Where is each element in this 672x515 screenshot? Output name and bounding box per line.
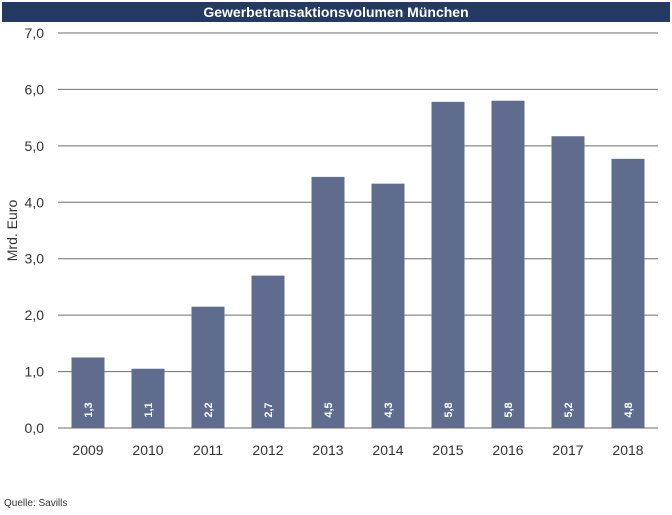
data-label: 4,5 bbox=[323, 402, 335, 417]
data-label: 5,8 bbox=[503, 402, 515, 417]
x-tick-label: 2018 bbox=[612, 442, 643, 458]
x-tick-label: 2013 bbox=[312, 442, 343, 458]
x-tick-label: 2015 bbox=[432, 442, 463, 458]
bar-2011 bbox=[191, 306, 225, 428]
bar-2018 bbox=[611, 158, 645, 429]
data-label: 1,1 bbox=[143, 402, 155, 417]
y-tick-label: 1,0 bbox=[25, 364, 45, 380]
y-tick-label: 6,0 bbox=[25, 81, 45, 97]
x-tick-label: 2010 bbox=[132, 442, 163, 458]
y-tick-label: 5,0 bbox=[25, 138, 45, 154]
x-tick-label: 2014 bbox=[372, 442, 403, 458]
data-label: 1,3 bbox=[83, 402, 95, 417]
y-tick-label: 7,0 bbox=[25, 25, 45, 41]
bar-2009 bbox=[71, 357, 105, 428]
bar-2016 bbox=[491, 100, 525, 428]
chart-title: Gewerbetransaktionsvolumen München bbox=[2, 2, 670, 22]
bar-2010 bbox=[131, 368, 165, 428]
y-tick-label: 2,0 bbox=[25, 307, 45, 323]
x-tick-label: 2016 bbox=[492, 442, 523, 458]
x-tick-label: 2011 bbox=[193, 442, 223, 458]
bar-2017 bbox=[551, 136, 585, 428]
y-axis-label: Mrd. Euro bbox=[4, 200, 20, 262]
data-label: 2,2 bbox=[203, 402, 215, 417]
source-note: Quelle: Savills bbox=[4, 498, 68, 509]
data-label: 4,3 bbox=[383, 402, 395, 417]
data-label: 2,7 bbox=[263, 402, 275, 417]
bar-2015 bbox=[431, 101, 465, 428]
bar-2013 bbox=[311, 176, 345, 428]
y-tick-label: 4,0 bbox=[25, 194, 45, 210]
y-tick-label: 0,0 bbox=[25, 420, 45, 436]
data-label: 5,2 bbox=[563, 402, 575, 417]
y-tick-label: 3,0 bbox=[25, 251, 45, 267]
x-tick-label: 2012 bbox=[252, 442, 283, 458]
x-tick-label: 2017 bbox=[552, 442, 583, 458]
x-tick-label: 2009 bbox=[72, 442, 103, 458]
bar-2012 bbox=[251, 275, 285, 428]
bar-2014 bbox=[371, 183, 405, 428]
data-label: 4,8 bbox=[623, 402, 635, 417]
data-label: 5,8 bbox=[443, 402, 455, 417]
